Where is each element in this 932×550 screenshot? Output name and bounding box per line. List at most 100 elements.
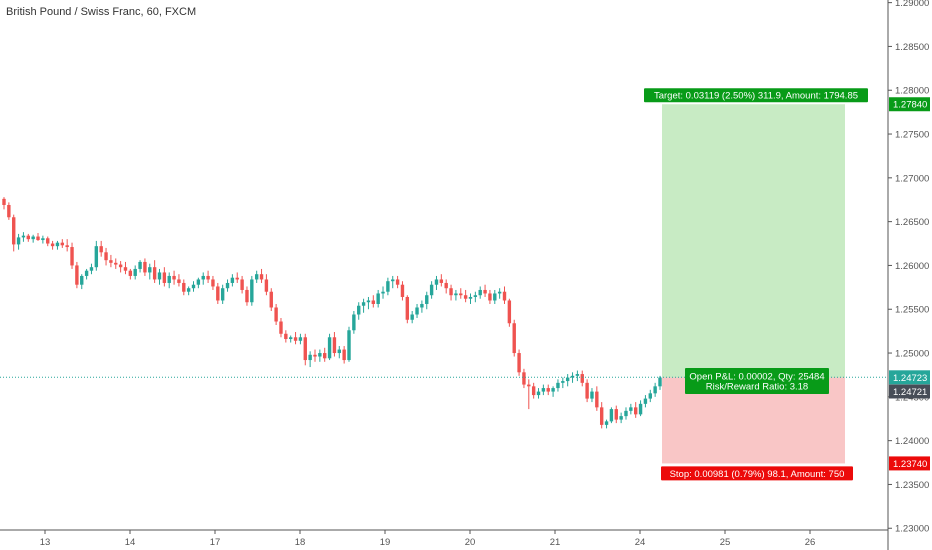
candle-body	[293, 337, 298, 341]
candle	[46, 236, 50, 247]
candle-body	[507, 300, 512, 324]
candle-body	[536, 391, 541, 396]
price-tick-label: 1.23500	[895, 480, 929, 491]
candle	[468, 293, 473, 304]
price-tick-label: 1.26000	[895, 261, 929, 272]
candle	[352, 310, 356, 334]
time-tick-label: 24	[635, 537, 646, 548]
candle	[157, 268, 162, 285]
candle-body	[143, 261, 147, 273]
candle	[138, 260, 142, 273]
candle-body	[288, 337, 293, 340]
candles	[2, 197, 662, 429]
target-label-text: Target: 0.03119 (2.50%) 311.9, Amount: 1…	[654, 91, 858, 102]
candle	[7, 202, 11, 220]
candle-body	[439, 279, 444, 283]
candle	[488, 289, 492, 304]
stop-label-text: Stop: 0.00981 (0.79%) 98.1, Amount: 750	[670, 469, 845, 480]
candle-body	[70, 247, 74, 266]
candle-body	[36, 236, 40, 241]
candle-body	[152, 267, 157, 280]
candle	[497, 288, 502, 299]
pnl-label-bg	[685, 368, 829, 394]
candle-body	[653, 386, 657, 394]
candle	[429, 281, 434, 299]
candle	[371, 295, 376, 308]
candle-body	[172, 275, 176, 280]
candle-body	[473, 295, 478, 297]
candle-body	[21, 235, 26, 238]
candle	[614, 405, 618, 424]
price-tick-label: 1.27500	[895, 130, 929, 141]
candle-body	[376, 293, 380, 304]
candle-body	[75, 265, 79, 285]
entry-price-badge: 1.24721	[889, 384, 930, 399]
candle	[152, 260, 157, 283]
candle	[36, 233, 40, 241]
candle-body	[425, 295, 429, 304]
price-tick-label: 1.27000	[895, 173, 929, 184]
candle-body	[648, 393, 652, 399]
candle	[104, 247, 108, 266]
pnl-label[interactable]: Open P&L: 0.00002, Qty: 25484Risk/Reward…	[685, 368, 829, 394]
candle	[522, 368, 526, 389]
candle	[609, 407, 614, 424]
candle-body	[7, 204, 11, 218]
candle	[556, 379, 560, 392]
candle-body	[206, 275, 210, 280]
stop-label[interactable]: Stop: 0.00981 (0.79%) 98.1, Amount: 750	[661, 466, 853, 481]
candle-body	[342, 349, 346, 361]
candle	[327, 333, 332, 361]
candle	[26, 233, 30, 242]
candle-body	[459, 293, 463, 296]
candle-body	[118, 264, 123, 268]
candle	[191, 281, 196, 292]
candle-body	[415, 307, 419, 315]
candle	[463, 289, 468, 303]
candle	[585, 379, 589, 403]
candle	[410, 310, 414, 324]
candle-body	[580, 374, 584, 383]
candle	[580, 370, 584, 387]
candle-body	[488, 293, 492, 301]
candle-body	[512, 323, 516, 354]
stop-price-badge-text: 1.23740	[893, 459, 927, 470]
time-tick-label: 13	[40, 537, 51, 548]
candle-body	[133, 268, 137, 276]
candle-body	[575, 374, 580, 376]
candle	[434, 275, 439, 290]
stop-price-badge: 1.23740	[889, 456, 930, 471]
candle	[332, 332, 337, 357]
candle	[196, 277, 201, 289]
candle	[318, 349, 322, 362]
candle	[405, 295, 410, 324]
candle	[167, 272, 171, 289]
candle	[361, 298, 366, 313]
target-label[interactable]: Target: 0.03119 (2.50%) 311.9, Amount: 1…	[644, 88, 868, 103]
candle-body	[658, 377, 662, 387]
candle	[561, 377, 565, 389]
candle-body	[50, 243, 55, 247]
pnl-label-text: Open P&L: 0.00002, Qty: 25484	[689, 372, 824, 383]
candle	[459, 288, 463, 299]
profit-zone[interactable]	[662, 104, 845, 378]
candle	[624, 407, 628, 420]
candle-body	[65, 245, 69, 248]
candle	[604, 419, 609, 429]
candle-body	[84, 270, 89, 276]
candle-body	[182, 282, 186, 292]
time-tick-label: 25	[720, 537, 731, 548]
candle	[531, 382, 536, 399]
position-zones	[662, 104, 845, 464]
candle-body	[556, 382, 560, 389]
stop-price-badge-bg	[889, 456, 930, 471]
candle	[454, 289, 458, 301]
candle	[643, 395, 648, 408]
candle	[517, 349, 521, 376]
candle	[55, 240, 60, 250]
candle-body	[609, 409, 614, 422]
candle-body	[55, 242, 60, 247]
candle-body	[570, 375, 575, 378]
candle	[425, 291, 429, 310]
